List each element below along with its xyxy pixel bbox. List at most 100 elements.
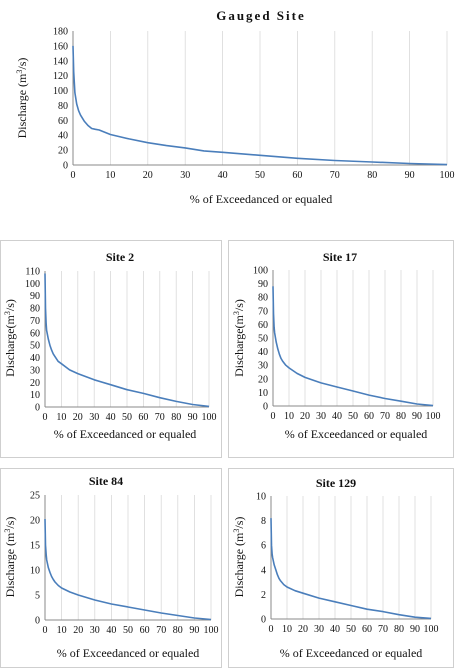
chart-panel-site-17 (228, 240, 454, 458)
chart-5-x-axis-label: % of Exceedanced or equaled (280, 646, 423, 660)
chart-2-y-tick-label-6: 60 (30, 328, 40, 339)
chart-3-y-tick-label-1: 10 (258, 388, 268, 399)
chart-4-y-tick-label-4: 20 (30, 516, 40, 527)
chart-4-y-tick-label-0: 0 (35, 616, 40, 627)
chart-1-x-tick-label-1: 10 (105, 170, 115, 181)
chart-3-x-tick-label-8: 80 (396, 411, 406, 422)
chart-5-x-tick-label-3: 30 (314, 624, 324, 635)
chart-2-x-tick-label-1: 10 (56, 412, 66, 423)
chart-2-x-tick-label-0: 0 (43, 412, 48, 423)
chart-3-title: Site 17 (323, 250, 357, 264)
chart-2-x-tick-label-3: 30 (89, 412, 99, 423)
chart-1-y-tick-label-2: 40 (58, 131, 68, 142)
chart-2-x-tick-label-10: 100 (202, 412, 217, 423)
chart-2-y-tick-label-9: 90 (30, 291, 40, 302)
chart-5-y-tick-label-1: 2 (261, 590, 266, 601)
chart-3-x-tick-label-1: 10 (284, 411, 294, 422)
chart-1-series-line-0 (72, 45, 448, 166)
chart-5-x-tick-label-7: 70 (378, 624, 388, 635)
chart-1-x-tick-label-7: 70 (330, 170, 340, 181)
chart-1-x-tick-label-0: 0 (71, 170, 76, 181)
chart-5-x-tick-label-6: 60 (362, 624, 372, 635)
chart-5-series-line-0 (270, 518, 432, 620)
chart-1-x-axis-label: % of Exceedanced or equaled (190, 192, 333, 206)
chart-4-x-tick-label-6: 60 (140, 625, 150, 636)
chart-4-x-tick-label-3: 30 (90, 625, 100, 636)
chart-5-y-tick-label-0: 0 (261, 615, 266, 626)
chart-5-x-tick-label-2: 20 (298, 624, 308, 635)
chart-5-x-tick-label-4: 40 (330, 624, 340, 635)
chart-1-y-tick-label-7: 140 (53, 56, 68, 67)
chart-2-y-tick-label-8: 80 (30, 304, 40, 315)
chart-2-x-tick-label-4: 40 (106, 412, 116, 423)
chart-panel-site-2 (0, 240, 222, 458)
chart-1-x-tick-label-9: 90 (405, 170, 415, 181)
chart-1-y-tick-label-4: 80 (58, 101, 68, 112)
chart-2-x-tick-label-9: 90 (188, 412, 198, 423)
chart-3-x-axis-label: % of Exceedanced or equaled (285, 427, 428, 441)
chart-3-y-tick-label-9: 90 (258, 279, 268, 290)
chart-4-y-axis-label: Discharge (m3/s) (3, 517, 18, 598)
chart-4-y-tick-label-3: 15 (30, 541, 40, 552)
chart-1-y-tick-label-3: 60 (58, 116, 68, 127)
chart-2-y-tick-label-7: 70 (30, 316, 40, 327)
chart-1-x-tick-label-10: 100 (440, 170, 455, 181)
chart-1-y-tick-label-6: 120 (53, 71, 68, 82)
chart-2-y-tick-label-4: 40 (30, 353, 40, 364)
chart-3-x-tick-label-10: 100 (426, 411, 441, 422)
chart-3-x-tick-label-5: 50 (348, 411, 358, 422)
chart-5-y-tick-label-5: 10 (256, 492, 266, 503)
chart-3-y-tick-label-10: 100 (253, 266, 268, 277)
chart-4-y-tick-label-2: 10 (30, 566, 40, 577)
chart-3-y-tick-label-2: 20 (258, 374, 268, 385)
chart-4-x-tick-label-2: 20 (73, 625, 83, 636)
chart-4-x-tick-label-0: 0 (43, 625, 48, 636)
chart-5-y-axis-label: Discharge (m3/s) (232, 517, 247, 598)
chart-5-x-tick-label-10: 100 (424, 624, 439, 635)
chart-2-series-line-0 (44, 273, 210, 408)
chart-2-y-tick-label-3: 30 (30, 365, 40, 376)
chart-5-x-tick-label-9: 90 (410, 624, 420, 635)
chart-1-x-tick-label-6: 60 (292, 170, 302, 181)
chart-1-x-tick-label-4: 40 (218, 170, 228, 181)
chart-1-x-tick-label-5: 50 (255, 170, 265, 181)
chart-3-y-axis-label: Discharge(m3/s) (232, 299, 247, 377)
chart-3-x-tick-label-2: 20 (300, 411, 310, 422)
chart-3-x-tick-label-3: 30 (316, 411, 326, 422)
chart-1-title: Gauged Site (216, 8, 306, 23)
chart-2-title: Site 2 (106, 250, 134, 264)
chart-5-x-tick-label-1: 10 (282, 624, 292, 635)
chart-2-y-tick-label-1: 10 (30, 390, 40, 401)
chart-3-y-tick-label-5: 50 (258, 334, 268, 345)
chart-3-y-tick-label-7: 70 (258, 306, 268, 317)
chart-2-x-tick-label-8: 80 (171, 412, 181, 423)
chart-5-x-tick-label-0: 0 (269, 624, 274, 635)
chart-4-x-tick-label-8: 80 (173, 625, 183, 636)
chart-4-y-tick-label-5: 25 (30, 491, 40, 502)
chart-4-x-tick-label-10: 100 (204, 625, 219, 636)
chart-5-y-tick-label-4: 8 (261, 516, 266, 527)
chart-3-x-tick-label-0: 0 (271, 411, 276, 422)
chart-2-x-tick-label-6: 60 (138, 412, 148, 423)
chart-4-x-tick-label-4: 40 (106, 625, 116, 636)
chart-2-y-tick-label-2: 20 (30, 378, 40, 389)
chart-3-y-tick-label-3: 30 (258, 361, 268, 372)
chart-1-y-tick-label-0: 0 (63, 161, 68, 172)
chart-2-y-tick-label-11: 110 (25, 267, 40, 278)
chart-2-y-tick-label-5: 50 (30, 341, 40, 352)
chart-2-x-axis-label: % of Exceedanced or equaled (54, 427, 197, 441)
chart-4-x-tick-label-9: 90 (189, 625, 199, 636)
chart-2-x-tick-label-7: 70 (155, 412, 165, 423)
chart-1-y-tick-label-9: 180 (53, 27, 68, 38)
chart-3-y-tick-label-8: 80 (258, 293, 268, 304)
chart-1-y-tick-label-5: 100 (53, 86, 68, 97)
chart-1-x-tick-label-2: 20 (143, 170, 153, 181)
chart-2-y-tick-label-0: 0 (35, 403, 40, 414)
chart-2-y-axis-label: Discharge(m3/s) (3, 299, 18, 377)
chart-3-x-tick-label-7: 70 (380, 411, 390, 422)
chart-3-series-line-0 (272, 286, 434, 407)
chart-4-x-tick-label-5: 50 (123, 625, 133, 636)
chart-3-x-tick-label-4: 40 (332, 411, 342, 422)
chart-5-title: Site 129 (316, 476, 356, 490)
chart-5-x-tick-label-5: 50 (346, 624, 356, 635)
